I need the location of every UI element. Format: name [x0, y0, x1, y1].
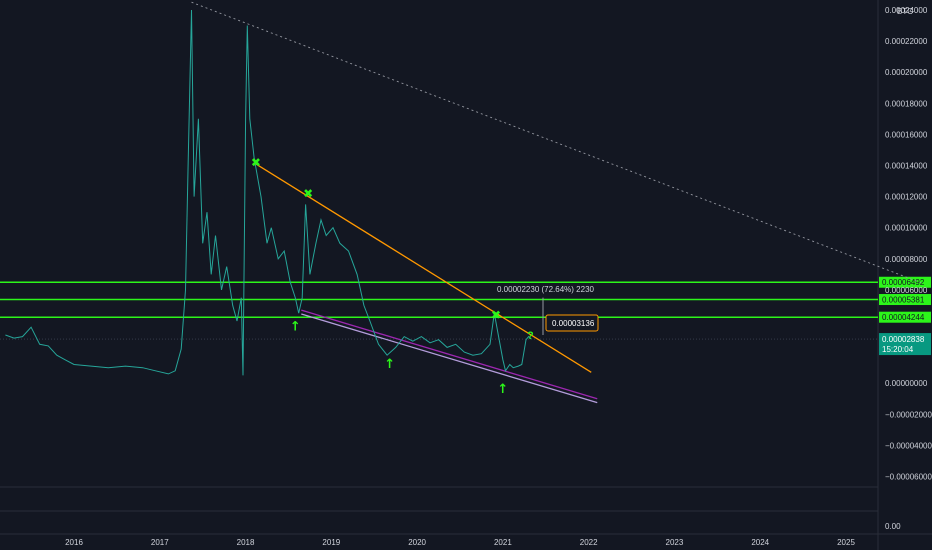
orange-resistance-trendline[interactable] — [255, 163, 592, 373]
y-tick-label: 0.00008000 — [885, 255, 928, 264]
trendlines[interactable] — [191, 1, 924, 404]
y-tick-label: 0.00000000 — [885, 379, 928, 388]
x-tick-label: 2018 — [237, 538, 255, 547]
x-tick-label: 2017 — [151, 538, 169, 547]
up-arrow-icon: ↑ — [290, 320, 301, 335]
level-label-bg — [879, 276, 931, 288]
level-price-label: 0.00006492 — [879, 276, 931, 288]
y-tick-label: 0.00014000 — [885, 162, 928, 171]
up-arrow-icon: ↑ — [497, 382, 508, 397]
level-label-bg — [879, 294, 931, 306]
last-price-value: 0.00002838 — [882, 335, 925, 344]
y-tick-label: −0.00002000 — [885, 410, 932, 419]
y-tick-label: −0.00006000 — [885, 473, 932, 482]
y-tick-label: 0.00012000 — [885, 193, 928, 202]
y-tick-label: 0.00022000 — [885, 37, 928, 46]
x-mark-icon: ✖ — [303, 186, 313, 200]
y-axis-ticks: 0.00024000 0.00022000 0.00020000 0.00018000… — [885, 6, 932, 531]
x-tick-label: 2024 — [751, 538, 769, 547]
y-tick-label: 0.00 — [885, 522, 901, 531]
level-price-label: 0.00004244 — [879, 311, 931, 323]
purple-support-upper-trendline[interactable] — [301, 309, 598, 400]
x-mark-icon: ✖ — [251, 155, 261, 169]
level-price-label: 0.00005381 — [879, 294, 931, 306]
countdown-timer: 15:20:04 — [882, 345, 914, 354]
x-axis-ticks: 2016 2017 2018 2019 2020 2021 2022 2023 2024 2025 — [65, 538, 855, 547]
y-tick-label: 0.00006000 — [885, 286, 928, 295]
price-series-line — [5, 9, 532, 376]
y-tick-label: 0.00020000 — [885, 68, 928, 77]
chart-markers: ✖ ✖ ✖ ↑ ↑ ↑ — [251, 155, 544, 397]
x-tick-label: 2019 — [322, 538, 340, 547]
x-tick-label: 2020 — [408, 538, 426, 547]
x-tick-label: 2023 — [666, 538, 684, 547]
price-callout-text: 0.00003136 — [552, 319, 595, 328]
level-label-bg — [879, 311, 931, 323]
y-tick-label: 0.00016000 — [885, 130, 928, 139]
horizontal-levels[interactable]: 0.00006492 0.00005381 0.00004244 — [0, 276, 931, 323]
y-tick-label: −0.00004000 — [885, 441, 932, 450]
up-arrow-icon: ↑ — [384, 357, 395, 372]
x-mark-icon: ✖ — [491, 308, 501, 322]
last-price-tag: 0.00002838 15:20:04 — [879, 333, 931, 356]
level-label-text: 0.00006492 — [882, 278, 925, 287]
unit-label: BTC — [897, 7, 913, 16]
y-tick-label: 0.00010000 — [885, 224, 928, 233]
price-callout[interactable]: 0.00003136 — [545, 314, 599, 332]
y-tick-label: 0.00018000 — [885, 99, 928, 108]
x-tick-label: 2016 — [65, 538, 83, 547]
level-label-text: 0.00004244 — [882, 313, 925, 322]
level-label-text: 0.00005381 — [882, 296, 925, 305]
x-tick-label: 2021 — [494, 538, 512, 547]
long-dotted-resistance-trendline[interactable] — [191, 1, 924, 285]
measure-label: 0.00002230 (72.64%) 2230 — [497, 285, 595, 294]
question-mark: ? — [527, 330, 534, 342]
purple-support-lower-trendline[interactable] — [301, 313, 598, 404]
x-tick-label: 2022 — [580, 538, 598, 547]
x-tick-label: 2025 — [837, 538, 855, 547]
y-tick-label: 0.00024000 — [885, 6, 928, 15]
